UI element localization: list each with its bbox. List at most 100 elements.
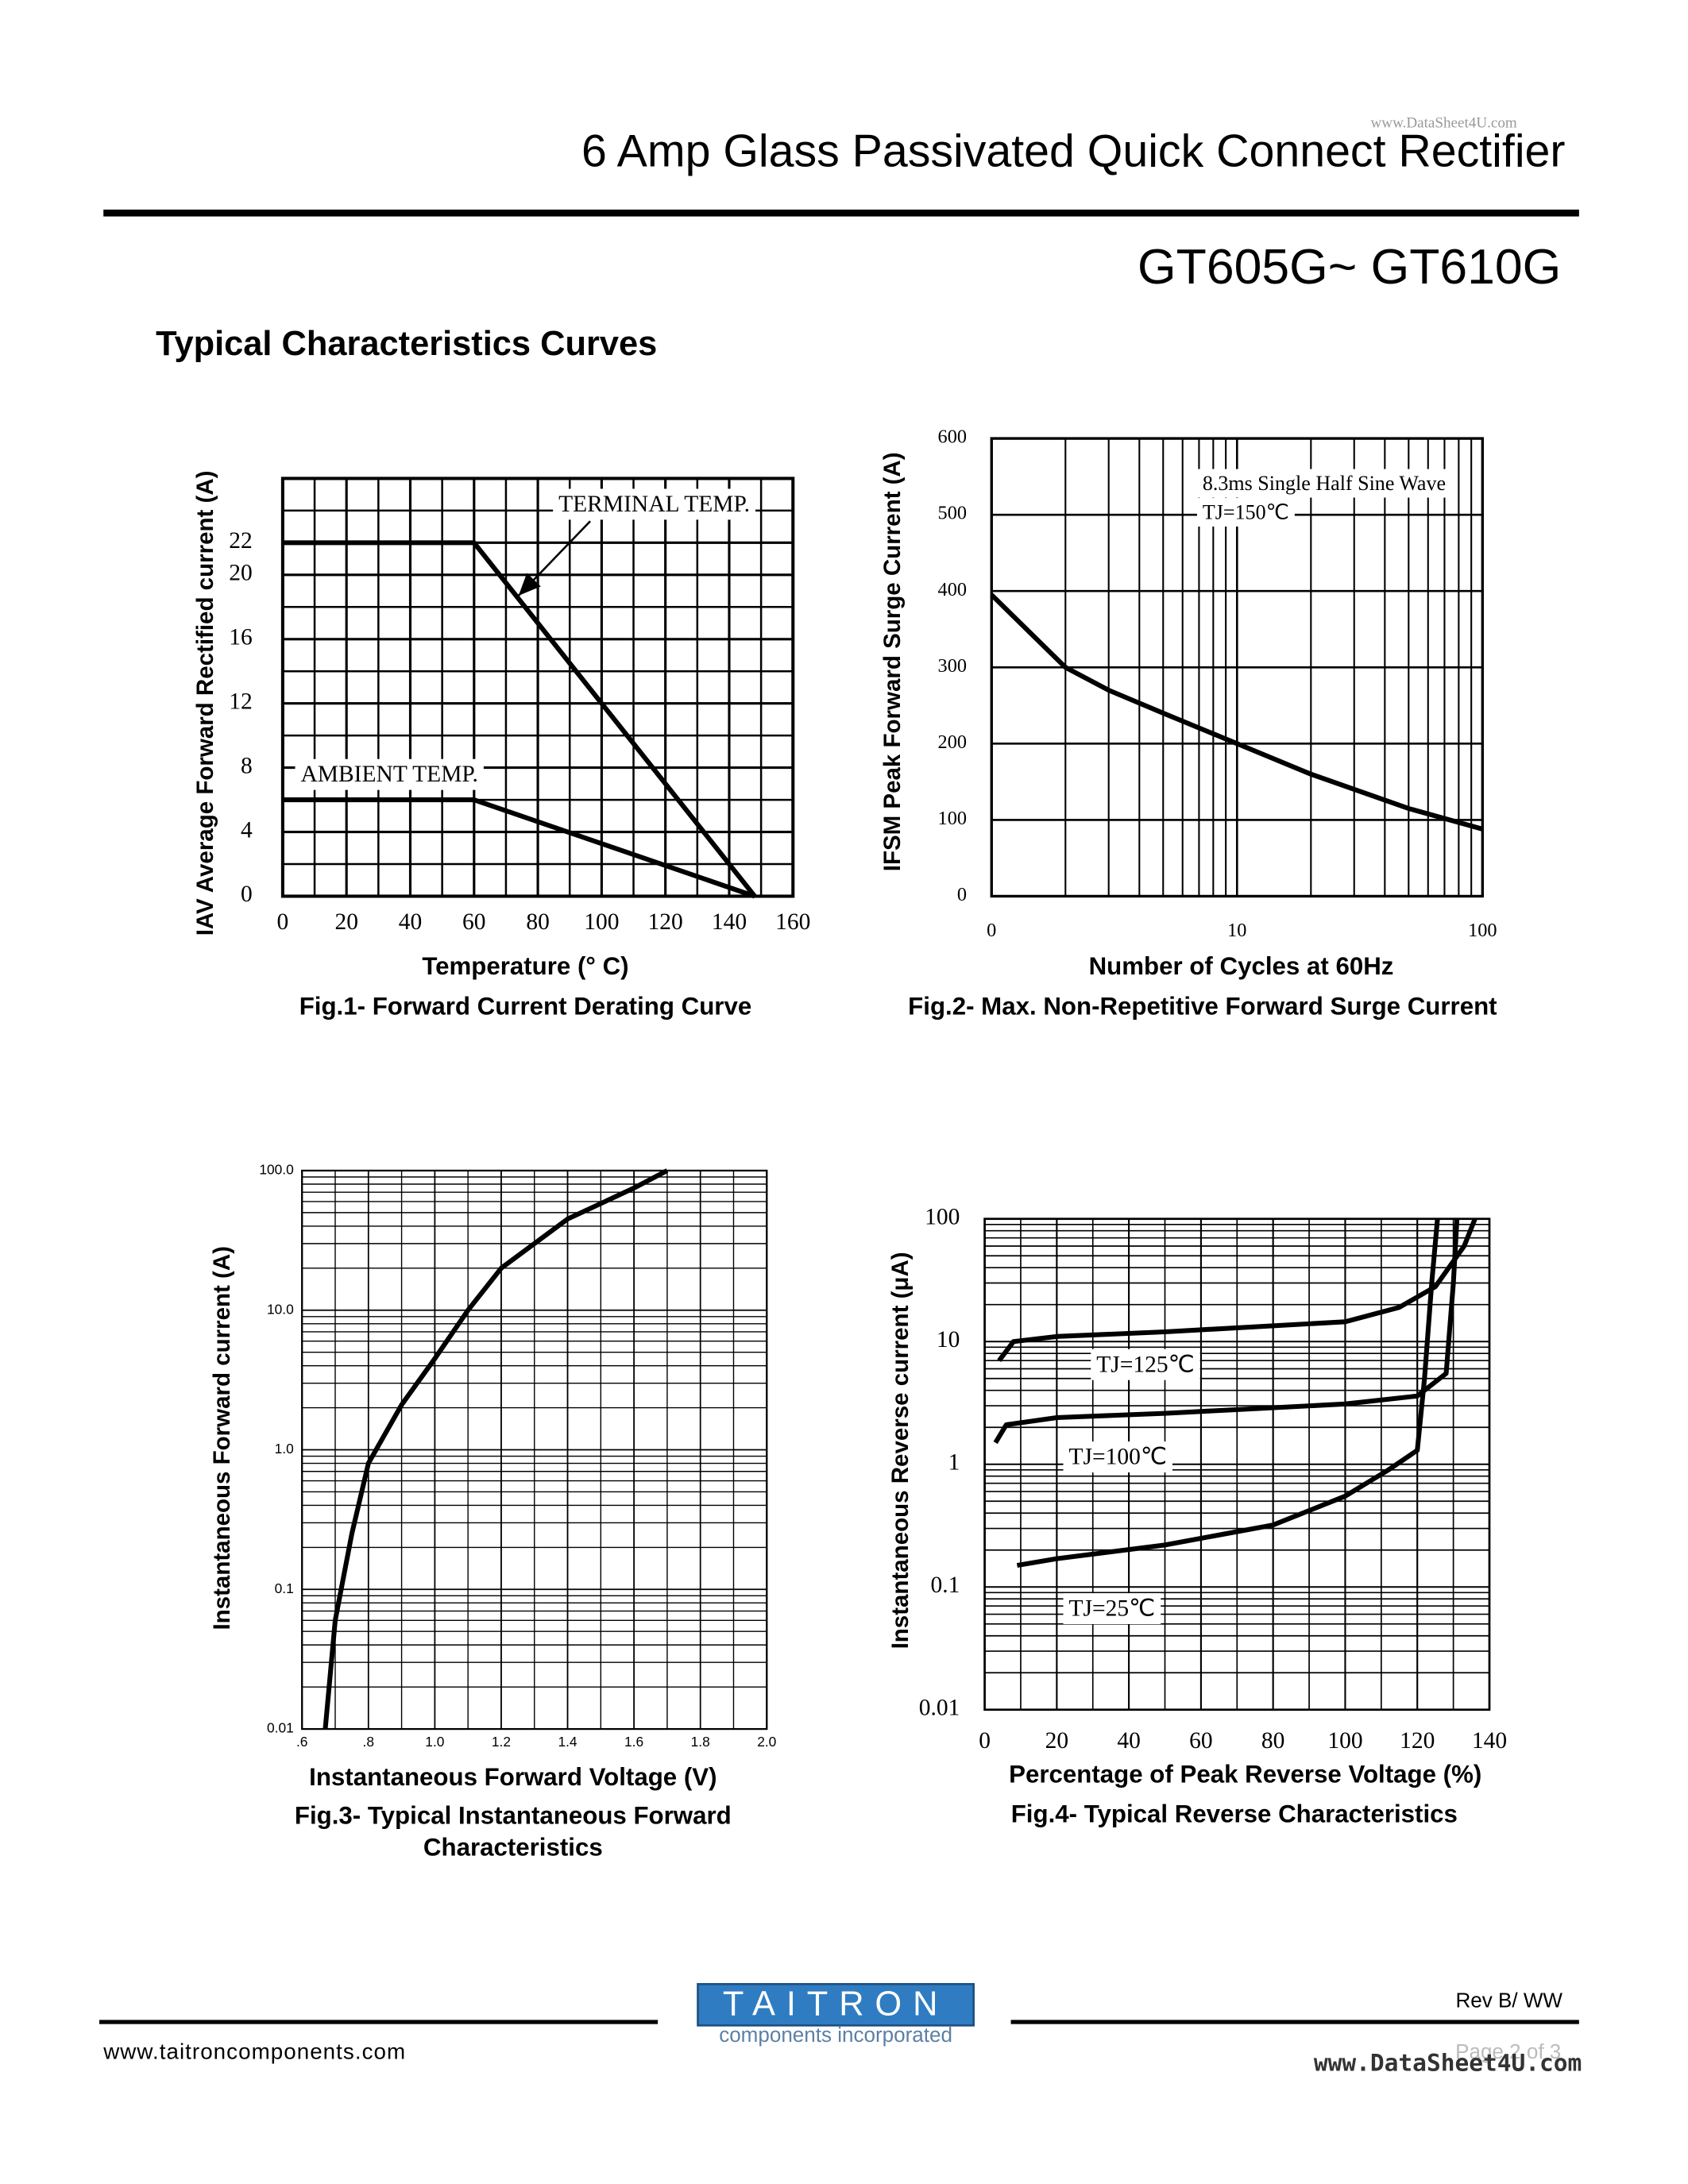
watermark: www.DataSheet4U.com (1371, 115, 1517, 132)
header-rule (103, 209, 1579, 217)
y-tick-label: 200 (938, 731, 967, 753)
figure-caption: Fig.2- Max. Non-Repetitive Forward Surge… (908, 992, 1497, 1020)
y-tick-label: 1 (948, 1450, 960, 1476)
x-tick-label: 60 (1189, 1728, 1213, 1754)
website: www.taitroncomponents.com (102, 2039, 406, 2063)
plot-frame (280, 477, 795, 898)
section-title: Typical Characteristics Curves (156, 325, 657, 363)
y-tick-label: 300 (938, 655, 967, 677)
x-tick-label: 0 (979, 1728, 991, 1754)
y-tick-label: 10 (937, 1327, 960, 1352)
x-tick-label: .8 (363, 1734, 374, 1750)
series-label: TERMINAL TEMP. (558, 492, 750, 517)
charts: 0 20 40 60 80 100 120 140 16004812162022TERMINAL… (192, 426, 1507, 1862)
x-tick-label: 100 (1327, 1728, 1362, 1754)
plot-frame (983, 1217, 1491, 1711)
x-tick-label: 0 (987, 920, 996, 941)
y-tick-label: 1.0 (275, 1441, 294, 1457)
curve (1016, 1218, 1440, 1569)
x-tick-label: 2.0 (757, 1734, 776, 1750)
x-tick-label: 160 (775, 909, 810, 935)
y-tick-label: 0 (957, 884, 967, 905)
series-label-background (1091, 1349, 1200, 1380)
x-tick-label: 1.0 (425, 1734, 444, 1750)
series-label-background (1063, 1441, 1172, 1473)
y-tick-label: 12 (229, 689, 253, 714)
x-tick-label: 20 (334, 909, 358, 935)
figure-caption: Characteristics (423, 1833, 603, 1861)
curve (323, 1168, 669, 1730)
x-tick-label: 60 (462, 909, 486, 935)
y-tick-label: 8 (241, 753, 253, 778)
y-tick-label: 500 (938, 503, 967, 524)
y-tick-label: 0 (241, 882, 253, 907)
part-number: GT605G~ GT610G (1138, 239, 1561, 295)
y-tick-label: 22 (229, 528, 253, 554)
y-tick-label: 100 (925, 1204, 960, 1229)
series-label: TJ=100℃ (1068, 1445, 1167, 1470)
y-tick-label: 400 (938, 579, 967, 600)
series-label-background (295, 758, 484, 790)
annotation-background (1196, 469, 1451, 498)
y-axis-label: IAV Average Forward Rectified current (A… (192, 471, 218, 936)
x-tick-label: 10 (1227, 920, 1246, 941)
logo-box (697, 1982, 975, 2027)
arrow-head (518, 573, 541, 596)
x-tick-label: 100 (1468, 920, 1497, 941)
curve (990, 592, 1484, 832)
x-tick-label: 100 (584, 909, 619, 935)
y-axis-label: IFSM Peak Forward Surge Current (A) (879, 452, 906, 871)
y-tick-label: 0.01 (919, 1696, 960, 1721)
figure-caption: Fig.1- Forward Current Derating Curve (299, 992, 752, 1020)
revision: Rev B/ WW (1456, 1989, 1563, 2012)
annotation-background (1196, 498, 1295, 527)
logo-tagline: components incorporated (719, 2023, 952, 2047)
x-tick-label: 40 (1117, 1728, 1141, 1754)
series-label: AMBIENT TEMP. (300, 762, 477, 787)
annotation: 8.3ms Single Half Sine Wave (1203, 472, 1446, 495)
logo: TAITRON (723, 1985, 948, 2024)
y-tick-label: 100.0 (259, 1162, 293, 1178)
x-tick-label: 1.8 (691, 1734, 710, 1750)
plot-frame (301, 1169, 768, 1731)
curve (993, 1218, 1460, 1445)
x-tick-label: 80 (526, 909, 550, 935)
x-tick-label: 40 (399, 909, 422, 935)
y-tick-label: 0.1 (275, 1580, 294, 1596)
page-number: Page 2 of 3 (1455, 2039, 1561, 2063)
y-tick-label: 16 (229, 625, 253, 650)
x-tick-label: 120 (1400, 1728, 1435, 1754)
figure-caption: Fig.4- Typical Reverse Characteristics (1011, 1800, 1458, 1828)
x-tick-label: 1.6 (624, 1734, 643, 1750)
footer-rule (99, 2020, 659, 2024)
y-axis-label: Instantaneous Reverse current (μA) (887, 1252, 914, 1649)
series-label-background (553, 488, 756, 520)
page-title: 6 Amp Glass Passivated Quick Connect Rec… (581, 126, 1565, 177)
x-axis-label: Percentage of Peak Reverse Voltage (%) (1009, 1760, 1481, 1788)
series-label: TJ=125℃ (1096, 1352, 1195, 1377)
x-axis-label: Number of Cycles at 60Hz (1089, 952, 1394, 980)
x-tick-label: 140 (712, 909, 747, 935)
series-label: TJ=25℃ (1068, 1596, 1155, 1622)
curve (282, 540, 757, 898)
x-tick-label: 20 (1045, 1728, 1069, 1754)
x-tick-label: 1.4 (558, 1734, 577, 1750)
y-tick-label: 20 (229, 561, 253, 586)
y-tick-label: 600 (938, 426, 967, 448)
x-tick-label: 140 (1472, 1728, 1507, 1754)
footer-watermark: www.DataSheet4U.com (1314, 2049, 1582, 2076)
x-tick-label: .6 (296, 1734, 307, 1750)
series-label-background (1063, 1593, 1161, 1625)
x-tick-label: 0 (277, 909, 289, 935)
y-tick-label: 0.1 (930, 1572, 960, 1598)
annotation: TJ=150℃ (1203, 501, 1289, 524)
footer-rule (1010, 2020, 1579, 2024)
y-tick-label: 100 (938, 808, 967, 829)
x-tick-label: 120 (648, 909, 683, 935)
y-tick-label: 0.01 (267, 1720, 294, 1736)
x-tick-label: 1.2 (492, 1734, 511, 1750)
y-tick-label: 4 (241, 817, 253, 843)
